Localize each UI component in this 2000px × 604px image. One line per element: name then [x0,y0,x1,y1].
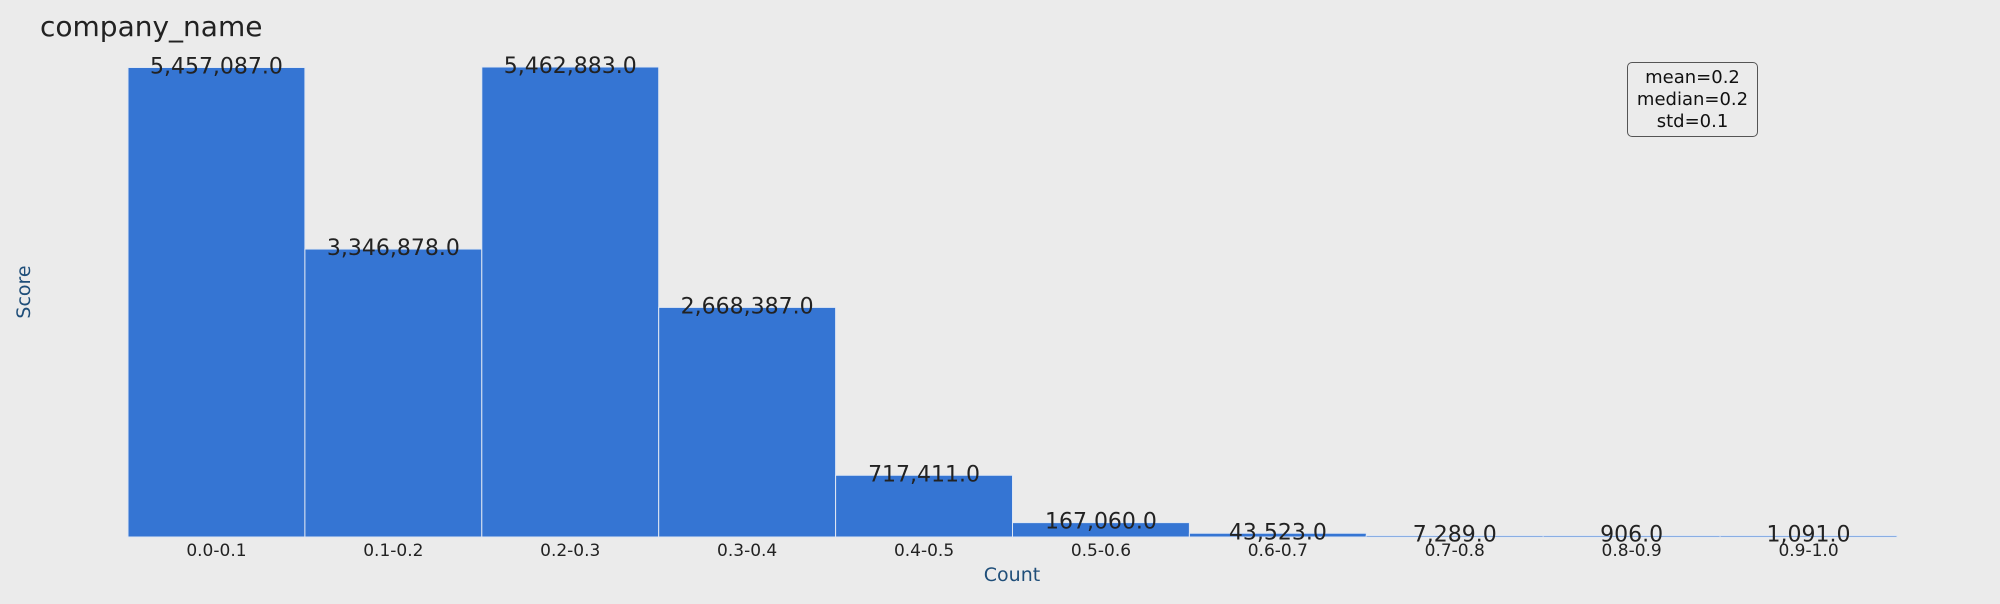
x-tick-label: 0.8-0.9 [1602,541,1662,561]
bar-value-label: 167,060.0 [1045,510,1157,535]
bar-value-label: 5,462,883.0 [504,54,637,79]
stats-box: mean=0.2 median=0.2 std=0.1 [1627,62,1758,137]
stats-median: median=0.2 [1636,88,1749,110]
y-axis-label: Score [13,265,35,318]
x-tick-label: 0.9-1.0 [1778,541,1838,561]
x-tick-label: 0.5-0.6 [1071,541,1131,561]
bar-0.2-0.3 [481,66,660,538]
bar-value-label: 43,523.0 [1229,520,1327,545]
stats-mean: mean=0.2 [1645,66,1740,88]
x-axis-label: Count [984,564,1040,586]
x-tick-label: 0.0-0.1 [186,541,246,561]
chart-title: company_name [40,10,262,43]
bar-0.4-0.5 [835,474,1013,538]
x-tick-label: 0.3-0.4 [717,541,777,561]
bars-layer: 5,457,087.0 0.0-0.1 3,346,878.0 0.1-0.2 5,46… [127,54,1898,561]
x-tick-label: 0.7-0.8 [1425,541,1485,561]
bar-value-label: 7,289.0 [1413,523,1497,548]
bar-0.5-0.6 [1012,522,1190,538]
x-tick-label: 0.4-0.5 [894,541,954,561]
bar-value-label: 3,346,878.0 [327,236,460,261]
bar-value-label: 1,091.0 [1767,523,1851,548]
bar-value-label: 717,411.0 [868,462,980,487]
bar-0.0-0.1 [127,66,306,538]
stats-std: std=0.1 [1656,110,1729,132]
bar-0.1-0.2 [304,248,483,538]
x-tick-label: 0.1-0.2 [363,541,423,561]
x-tick-label: 0.6-0.7 [1248,541,1308,561]
bar-0.3-0.4 [658,306,837,538]
bar-value-label: 5,457,087.0 [150,54,283,79]
x-tick-label: 0.2-0.3 [540,541,600,561]
bar-value-label: 906.0 [1600,523,1663,548]
bar-value-label: 2,668,387.0 [681,294,814,319]
bar-0.9-1.0 [1719,535,1898,538]
